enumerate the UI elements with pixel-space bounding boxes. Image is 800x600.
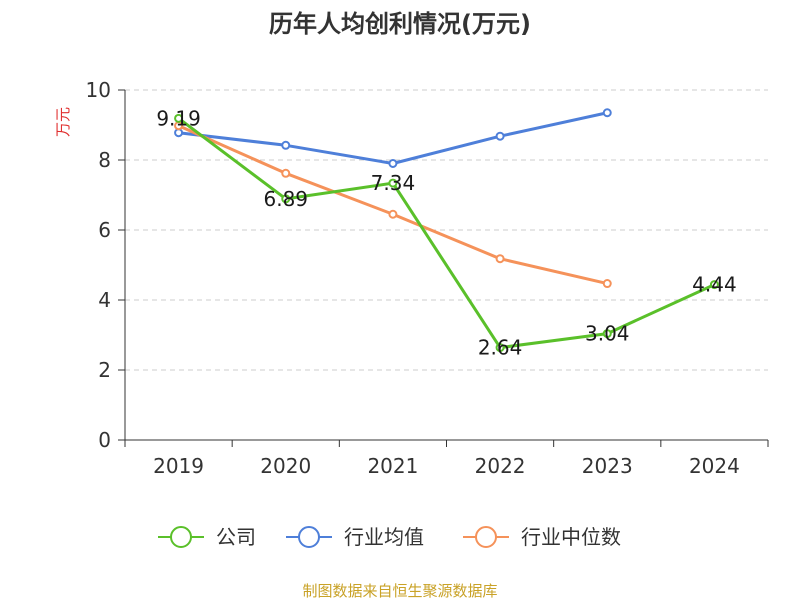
data-point[interactable] bbox=[495, 343, 505, 353]
data-point[interactable] bbox=[602, 329, 612, 339]
legend-label: 行业中位数 bbox=[521, 525, 621, 549]
series-line bbox=[177, 124, 609, 286]
x-tick-label: 2019 bbox=[153, 454, 204, 478]
x-tick-label: 2020 bbox=[260, 454, 311, 478]
legend-marker bbox=[475, 526, 497, 548]
legend-label: 公司 bbox=[216, 525, 256, 549]
grid-layer bbox=[125, 89, 768, 371]
data-point[interactable] bbox=[709, 280, 719, 290]
legend-marker bbox=[298, 526, 320, 548]
series-line bbox=[177, 116, 716, 350]
data-point[interactable] bbox=[388, 209, 398, 219]
data-point[interactable] bbox=[495, 254, 505, 264]
y-tick-label: 4 bbox=[98, 288, 111, 312]
data-point[interactable] bbox=[602, 108, 612, 118]
data-label: 2.64 bbox=[478, 336, 523, 360]
y-tick-label: 0 bbox=[98, 428, 111, 452]
legend-item[interactable]: 行业中位数 bbox=[463, 525, 621, 549]
source-note: 制图数据来自恒生聚源数据库 bbox=[302, 582, 497, 600]
legend-label: 行业均值 bbox=[344, 525, 424, 549]
x-tick-label: 2021 bbox=[367, 454, 418, 478]
y-tick-label: 8 bbox=[98, 148, 111, 172]
data-label: 3.04 bbox=[585, 322, 630, 346]
x-tick-label: 2024 bbox=[689, 454, 740, 478]
y-tick-label: 10 bbox=[86, 78, 111, 102]
legend-item[interactable]: 行业均值 bbox=[286, 525, 424, 549]
data-point[interactable] bbox=[602, 279, 612, 289]
data-point[interactable] bbox=[495, 131, 505, 141]
legend: 公司 行业均值 行业中位数 bbox=[158, 525, 621, 549]
chart-title: 历年人均创利情况(万元) bbox=[269, 10, 531, 38]
data-label: 4.44 bbox=[692, 273, 737, 297]
data-label: 6.89 bbox=[263, 187, 308, 211]
data-point[interactable] bbox=[281, 168, 291, 178]
data-point[interactable] bbox=[388, 159, 398, 168]
legend-marker bbox=[170, 526, 192, 548]
data-point[interactable] bbox=[388, 178, 398, 188]
series-layer bbox=[174, 108, 719, 353]
data-point[interactable] bbox=[174, 113, 184, 123]
y-tick-label: 2 bbox=[98, 358, 111, 382]
data-label: 7.34 bbox=[371, 171, 416, 195]
data-point[interactable] bbox=[281, 140, 291, 150]
x-tick-label: 2022 bbox=[475, 454, 526, 478]
legend-item[interactable]: 公司 bbox=[158, 525, 256, 549]
x-tick-label: 2023 bbox=[582, 454, 633, 478]
data-label: 9.19 bbox=[156, 106, 201, 130]
y-axis-label: 万元 bbox=[54, 107, 72, 137]
data-label-layer: 9.19 6.89 7.34 2.64 3.04 4.44 bbox=[156, 106, 736, 359]
y-tick-label: 6 bbox=[98, 218, 111, 242]
axis-layer: 0 2 4 6 8 10 2019 2020 2021 2022 2023 2024 bbox=[86, 78, 769, 478]
data-point[interactable] bbox=[281, 194, 291, 204]
